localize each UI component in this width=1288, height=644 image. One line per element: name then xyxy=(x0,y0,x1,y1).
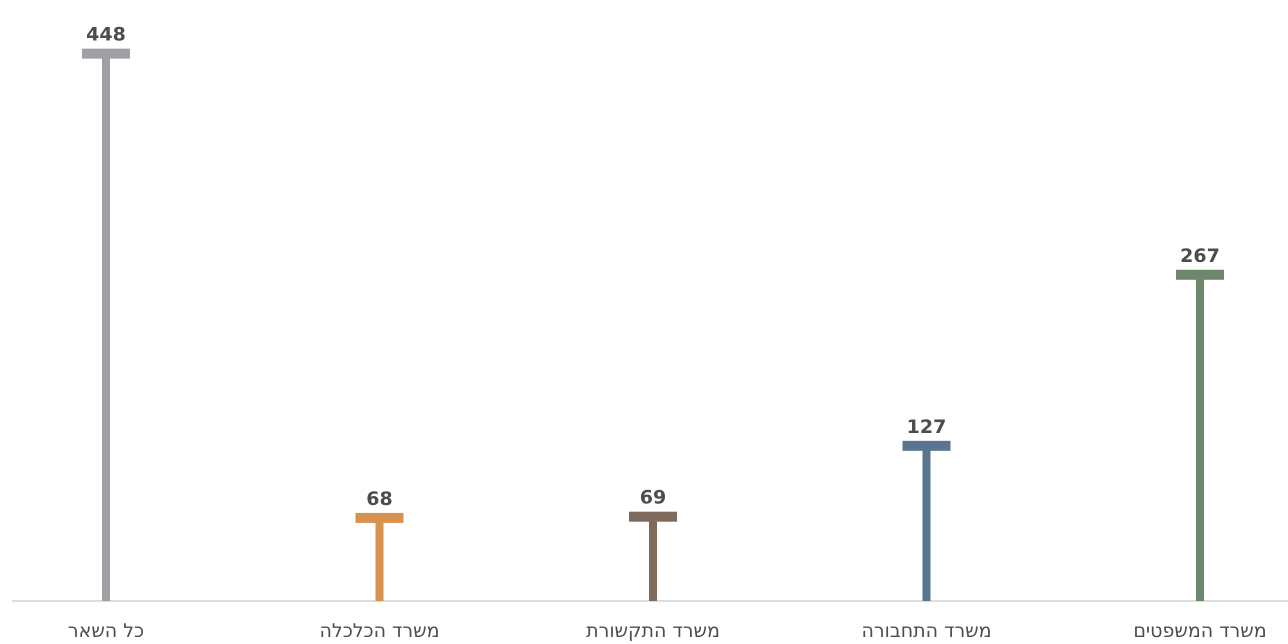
bar-cap xyxy=(629,511,677,522)
category-label: משרד התחבורה xyxy=(861,620,991,642)
bar-cap xyxy=(82,48,130,59)
data-label: 127 xyxy=(907,416,947,438)
bar-stem xyxy=(1196,274,1204,601)
data-label: 69 xyxy=(640,487,666,509)
bar-cap xyxy=(355,512,404,523)
bar-stem xyxy=(102,53,110,601)
category-label: משרד המשפטים xyxy=(1133,620,1266,642)
category-label: משרד הכלכלה xyxy=(319,620,439,642)
category-label: כל השאר xyxy=(68,620,144,642)
chart-marks: 448 כל השאר 68 משרד הכלכלה 69 משרד התקשורת 127… xyxy=(68,24,1267,642)
bar-cap xyxy=(902,440,951,451)
bar-stem xyxy=(375,517,384,601)
bar-stem xyxy=(649,516,657,601)
category-label: משרד התקשורת xyxy=(586,620,720,642)
data-label: 68 xyxy=(366,488,392,510)
data-label: 267 xyxy=(1180,245,1220,267)
bar-cap xyxy=(1176,269,1224,280)
data-label: 448 xyxy=(86,24,126,46)
bar-stem xyxy=(922,445,931,601)
